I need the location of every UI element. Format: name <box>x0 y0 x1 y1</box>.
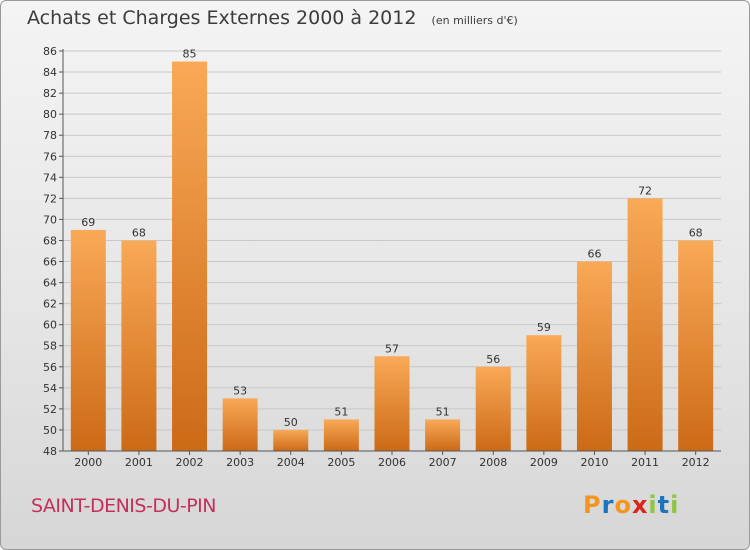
chart-title-main: Achats et Charges Externes 2000 à 2012 <box>27 7 417 29</box>
bar <box>121 240 157 451</box>
x-tick-label: 2008 <box>479 456 507 469</box>
chart-title-unit: (en milliers d'€) <box>431 14 518 27</box>
y-tick-label: 48 <box>43 445 57 458</box>
bar <box>526 335 562 451</box>
logo-letter: t <box>657 491 671 519</box>
x-axis-ticks: 2000 2001 2002 2003 2004 2005 2006 2007 2008 2009… <box>74 451 710 469</box>
y-tick-label: 58 <box>43 340 57 353</box>
bar-value-label: 69 <box>81 216 95 229</box>
y-tick-label: 54 <box>43 382 57 395</box>
bar <box>172 61 208 452</box>
x-tick-label: 2002 <box>176 456 204 469</box>
y-tick-label: 78 <box>43 129 57 142</box>
bar <box>70 229 106 451</box>
y-tick-label: 68 <box>43 234 57 247</box>
y-tick-label: 62 <box>43 298 57 311</box>
y-tick-label: 86 <box>43 45 57 58</box>
x-tick-label: 2001 <box>125 456 153 469</box>
bar-labels: 69 68 85 53 50 51 57 51 56 59 66 72 68 <box>81 48 702 429</box>
bar <box>374 356 410 451</box>
logo-letter: x <box>631 491 649 519</box>
bar <box>678 240 714 451</box>
y-tick-label: 84 <box>43 66 57 79</box>
bar-value-label: 50 <box>284 416 298 429</box>
y-tick-label: 72 <box>43 192 57 205</box>
x-tick-label: 2000 <box>74 456 102 469</box>
bar-value-label: 85 <box>183 48 197 61</box>
bar <box>576 261 612 451</box>
bar-value-label: 53 <box>233 384 247 397</box>
bar-value-label: 57 <box>385 342 399 355</box>
bar-value-label: 51 <box>436 405 450 418</box>
bar-value-label: 59 <box>537 321 551 334</box>
x-tick-label: 2004 <box>277 456 305 469</box>
x-tick-label: 2007 <box>429 456 457 469</box>
y-tick-label: 50 <box>43 424 57 437</box>
bar <box>273 429 309 451</box>
x-tick-label: 2011 <box>631 456 659 469</box>
bar-value-label: 51 <box>334 405 348 418</box>
bar <box>475 366 511 451</box>
proxiti-logo[interactable]: Proxiti <box>583 491 679 519</box>
bar <box>425 419 461 451</box>
y-axis-ticks: 48 50 52 54 56 58 60 62 64 66 68 70 72 74 76 78 80 82 84 86 <box>43 45 63 458</box>
logo-letter: i <box>648 491 658 519</box>
x-tick-label: 2009 <box>530 456 558 469</box>
y-tick-label: 70 <box>43 213 57 226</box>
bars <box>70 61 714 452</box>
x-tick-label: 2003 <box>226 456 254 469</box>
bar <box>323 419 359 451</box>
commune-name: SAINT-DENIS-DU-PIN <box>31 495 216 517</box>
y-tick-label: 64 <box>43 277 57 290</box>
y-tick-label: 82 <box>43 87 57 100</box>
x-tick-label: 2006 <box>378 456 406 469</box>
bar-value-label: 68 <box>689 226 703 239</box>
y-tick-label: 74 <box>43 171 57 184</box>
y-tick-label: 76 <box>43 150 57 163</box>
bar-value-label: 68 <box>132 226 146 239</box>
y-tick-label: 66 <box>43 256 57 269</box>
x-tick-label: 2012 <box>682 456 710 469</box>
y-tick-label: 52 <box>43 403 57 416</box>
logo-letter: o <box>614 491 632 519</box>
logo-letter: P <box>583 491 602 519</box>
y-tick-label: 60 <box>43 319 57 332</box>
bar-value-label: 56 <box>486 353 500 366</box>
y-tick-label: 80 <box>43 108 57 121</box>
x-tick-label: 2010 <box>580 456 608 469</box>
bar <box>222 398 258 451</box>
chart-title: Achats et Charges Externes 2000 à 2012 (… <box>27 7 518 29</box>
logo-letter: r <box>601 491 615 519</box>
bar-value-label: 66 <box>587 248 601 261</box>
bar <box>627 198 663 451</box>
x-tick-label: 2005 <box>327 456 355 469</box>
bar-value-label: 72 <box>638 184 652 197</box>
logo-letter: i <box>670 491 680 519</box>
y-tick-label: 56 <box>43 361 57 374</box>
